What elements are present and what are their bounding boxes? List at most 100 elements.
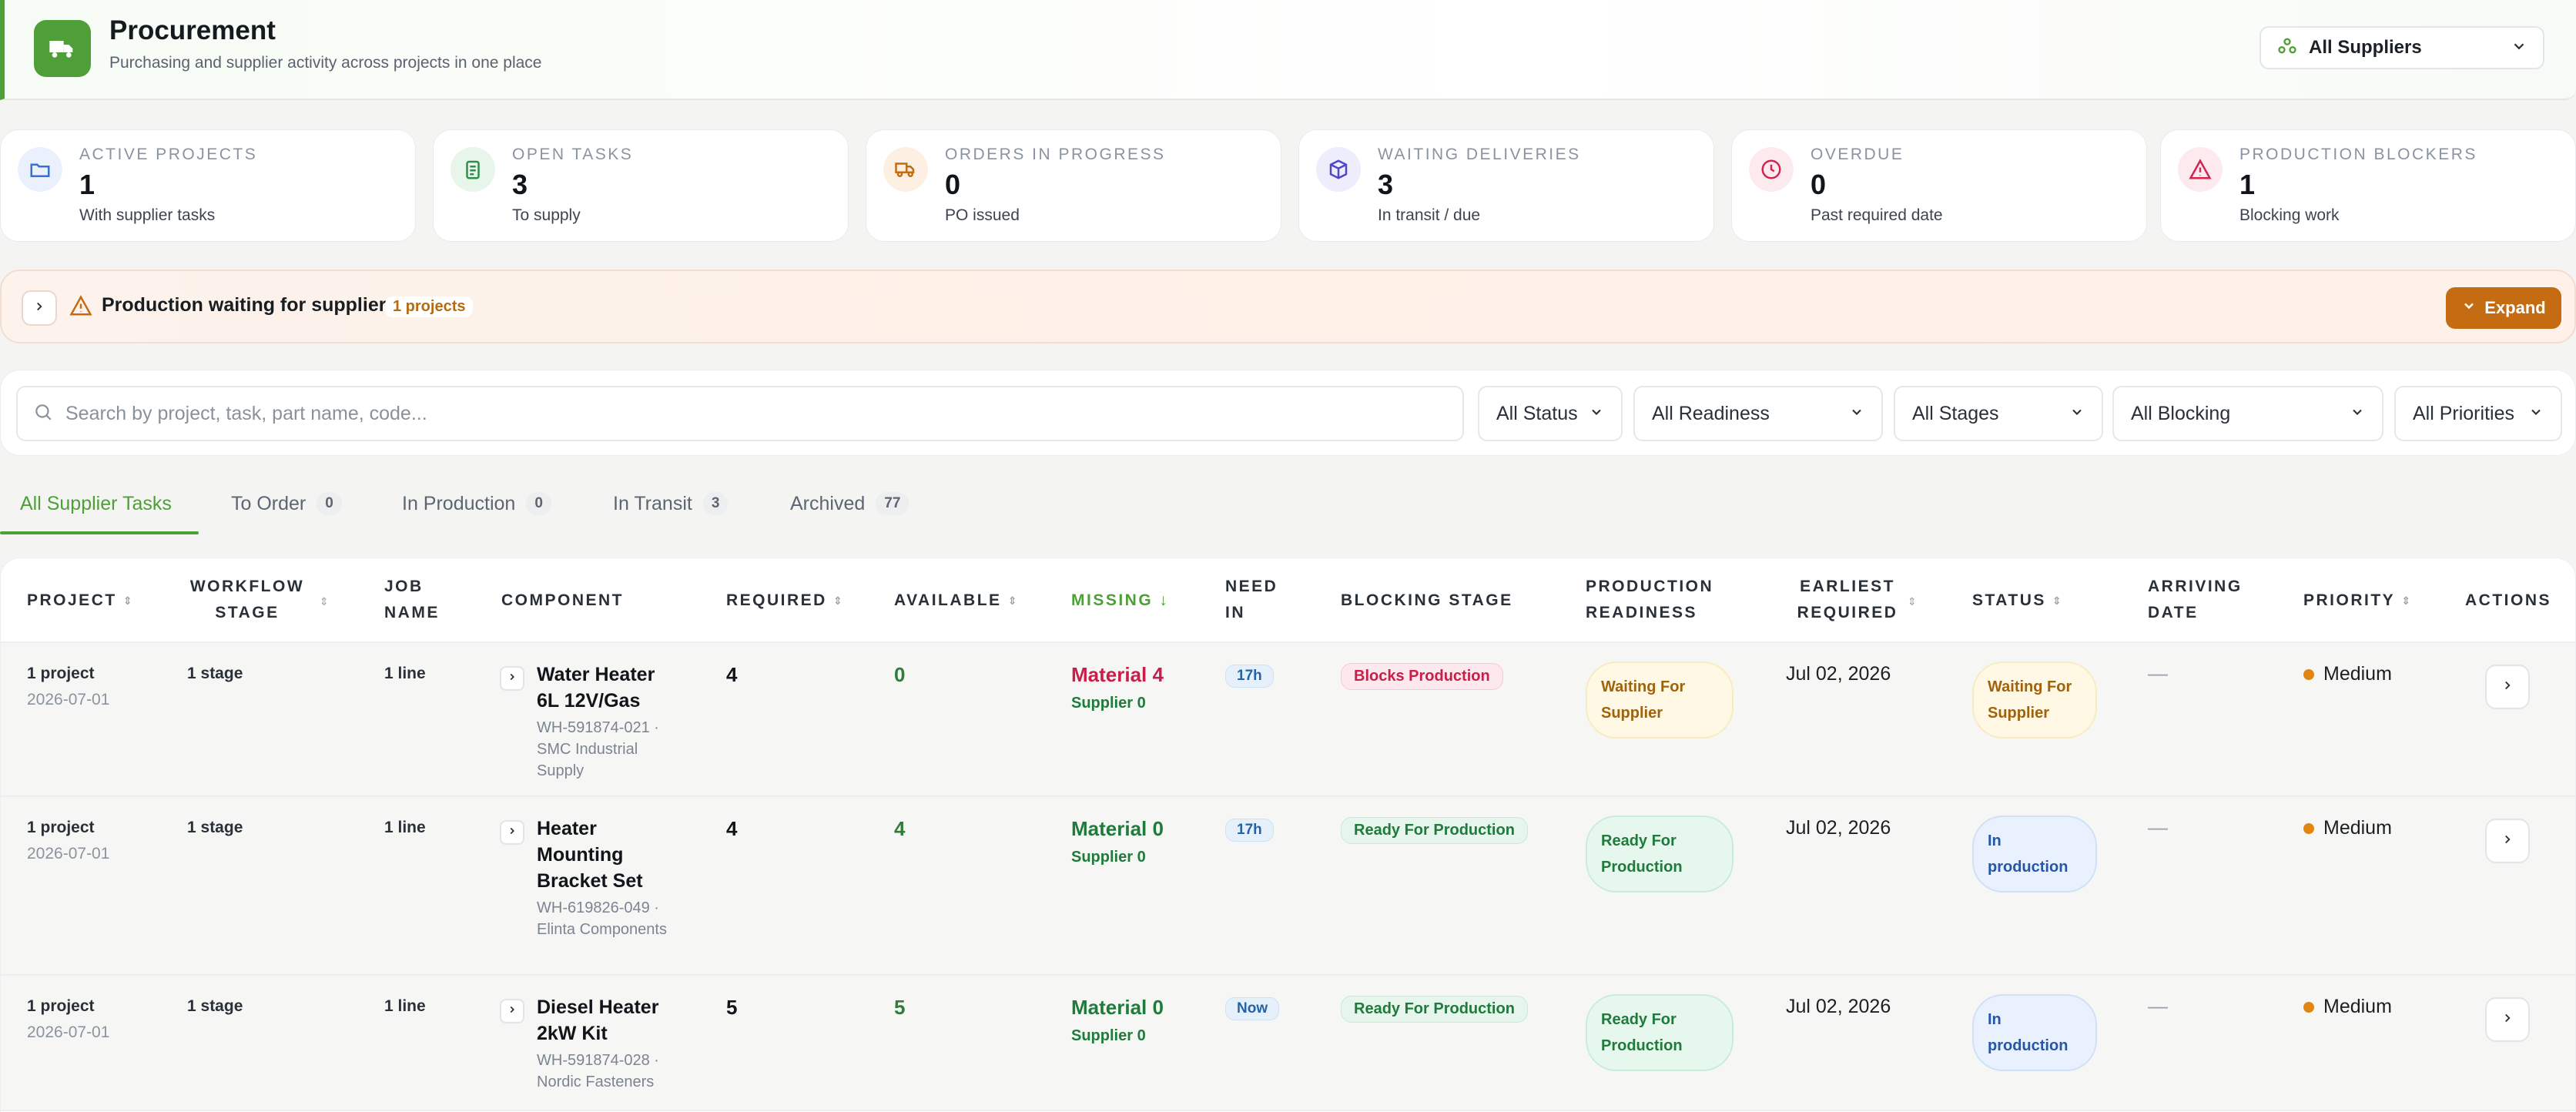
- status-filter-dropdown[interactable]: All Status: [1478, 386, 1623, 441]
- readiness-badge: Ready For Production: [1586, 816, 1734, 893]
- row-open-button[interactable]: [2485, 819, 2530, 863]
- readiness-filter-label: All Readiness: [1652, 402, 1770, 424]
- search-input[interactable]: [65, 402, 1447, 425]
- col-required[interactable]: Required ⇕: [726, 588, 844, 614]
- status-badge: In production: [1972, 816, 2097, 893]
- table-row[interactable]: 1 project 2026-07-01 1 stage 1 line Wate…: [1, 643, 2575, 797]
- col-workflow-stage[interactable]: Workflow Stage: [186, 574, 309, 626]
- need-in-cell: 17h: [1225, 819, 1274, 842]
- col-label: Workflow Stage: [189, 578, 305, 621]
- folder-icon: [18, 147, 62, 192]
- missing-material: Material 0: [1071, 996, 1164, 1019]
- package-icon: [1316, 147, 1361, 192]
- col-arriving-date[interactable]: Arriving Date: [2148, 574, 2256, 626]
- stage-count: 1 stage: [187, 819, 243, 836]
- chevron-right-icon: [2501, 678, 2514, 696]
- status-filter-label: All Status: [1496, 402, 1578, 424]
- alert-title: Production waiting for supplier: [102, 294, 387, 316]
- tab-in-transit[interactable]: In Transit 3: [613, 482, 729, 525]
- col-label: Missing: [1071, 591, 1154, 609]
- col-job-name[interactable]: Job Name: [384, 574, 461, 626]
- col-label: Production Readiness: [1586, 578, 1714, 621]
- col-component[interactable]: Component: [501, 588, 624, 614]
- alert-count-badge: 1 projects: [385, 296, 474, 317]
- component-expand-button[interactable]: [500, 999, 524, 1023]
- col-label: Project: [27, 591, 117, 609]
- priority-label: Medium: [2323, 996, 2392, 1017]
- warning-icon: [69, 294, 92, 321]
- missing-cell: Material 0 Supplier 0: [1071, 996, 1164, 1045]
- stage-count: 1 stage: [187, 665, 243, 682]
- project-date: 2026-07-01: [27, 1023, 110, 1041]
- required-value: 5: [726, 996, 738, 1019]
- col-need-in[interactable]: Need In: [1225, 574, 1287, 626]
- kpi-label: Active Projects: [79, 146, 258, 163]
- col-missing[interactable]: Missing ↓: [1071, 588, 1169, 614]
- arriving-date: —: [2148, 994, 2168, 1017]
- col-blocking-stage[interactable]: Blocking Stage: [1341, 588, 1513, 614]
- row-open-button[interactable]: [2485, 665, 2530, 709]
- sort-desc-icon: ↓: [1159, 591, 1170, 609]
- priorities-filter-dropdown[interactable]: All Priorities: [2394, 386, 2562, 441]
- arriving-date: —: [2148, 816, 2168, 839]
- kpi-value: 3: [1378, 169, 1394, 200]
- kpi-value: 3: [512, 169, 528, 200]
- earliest-date: Jul 02, 2026: [1786, 817, 1891, 839]
- supplier-filter-dropdown[interactable]: All Suppliers: [2259, 26, 2544, 69]
- need-in-cell: 17h: [1225, 665, 1274, 688]
- col-production-readiness[interactable]: Production Readiness: [1586, 574, 1740, 626]
- alert-toggle-button[interactable]: [22, 290, 57, 326]
- blocking-cell: Ready For Production: [1341, 996, 1528, 1023]
- clipboard-icon: [451, 147, 495, 192]
- blocking-filter-dropdown[interactable]: All Blocking: [2112, 386, 2383, 441]
- col-status[interactable]: Status ⇕: [1972, 588, 2063, 614]
- component-name: Water Heater 6L 12V/Gas: [537, 664, 655, 712]
- chevron-right-icon: [507, 672, 518, 686]
- missing-material: Material 4: [1071, 663, 1164, 686]
- page-header: [0, 0, 2576, 100]
- component-cell: Water Heater 6L 12V/Gas WH-591874-021 · …: [537, 662, 675, 782]
- truck-icon: [34, 20, 91, 77]
- tab-to-order[interactable]: To Order 0: [231, 482, 342, 525]
- kpi-value: 0: [1811, 169, 1827, 200]
- search-box[interactable]: [16, 386, 1464, 441]
- kpi-card-overdue: Overdue 0 Past required date: [1731, 129, 2147, 242]
- chevron-down-icon: [2069, 404, 2085, 424]
- chevron-down-icon: [2461, 298, 2477, 318]
- status-cell: In production: [1972, 816, 2097, 893]
- readiness-cell: Ready For Production: [1586, 816, 1734, 893]
- col-label: Actions: [2465, 591, 2551, 609]
- sort-icon: ⇕: [2052, 595, 2064, 607]
- col-label: Blocking Stage: [1341, 591, 1513, 609]
- status-badge: Waiting For Supplier: [1972, 662, 2097, 739]
- expand-button[interactable]: Expand: [2446, 287, 2561, 329]
- kpi-card-open-tasks: Open Tasks 3 To supply: [433, 129, 849, 242]
- kpi-sub: PO issued: [945, 206, 1020, 224]
- col-available[interactable]: Available ⇕: [894, 588, 1019, 614]
- table-row[interactable]: 1 project 2026-07-01 1 stage 1 line Heat…: [1, 797, 2575, 976]
- component-cell: Diesel Heater 2kW Kit WH-591874-028 · No…: [537, 994, 675, 1093]
- tab-archived[interactable]: Archived 77: [790, 482, 909, 525]
- tab-in-production[interactable]: In Production 0: [402, 482, 551, 525]
- tab-all-supplier-tasks[interactable]: All Supplier Tasks: [20, 482, 172, 525]
- project-date: 2026-07-01: [27, 845, 110, 862]
- chevron-right-icon: [32, 300, 46, 317]
- missing-supplier: Supplier 0: [1071, 849, 1146, 866]
- col-earliest-required[interactable]: Earliest Required: [1786, 574, 1909, 626]
- readiness-filter-dropdown[interactable]: All Readiness: [1633, 386, 1883, 441]
- row-open-button[interactable]: [2485, 997, 2530, 1042]
- available-value: 5: [894, 996, 906, 1019]
- stages-filter-dropdown[interactable]: All Stages: [1894, 386, 2103, 441]
- col-priority[interactable]: Priority ⇕: [2303, 588, 2412, 614]
- component-expand-button[interactable]: [500, 820, 524, 845]
- chevron-down-icon: [1849, 404, 1864, 424]
- missing-material: Material 0: [1071, 817, 1164, 840]
- tab-label: All Supplier Tasks: [20, 492, 172, 514]
- blocking-badge: Blocks Production: [1341, 663, 1503, 690]
- component-expand-button[interactable]: [500, 666, 524, 691]
- readiness-cell: Waiting For Supplier: [1586, 662, 1734, 739]
- blocking-badge: Ready For Production: [1341, 817, 1528, 844]
- table-row[interactable]: 1 project 2026-07-01 1 stage 1 line Dies…: [1, 976, 2575, 1111]
- col-project[interactable]: Project ⇕: [27, 588, 134, 614]
- chevron-down-icon: [2350, 404, 2365, 424]
